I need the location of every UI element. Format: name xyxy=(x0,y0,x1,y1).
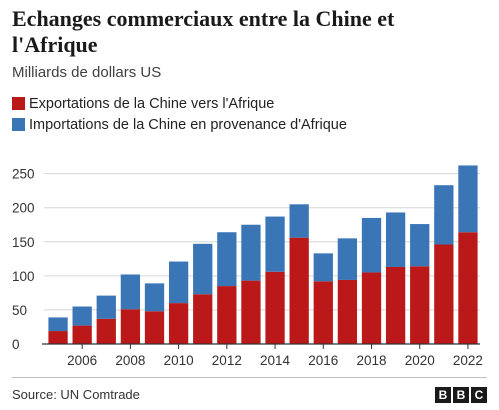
bar-exports xyxy=(72,325,92,344)
x-tick-label: 2008 xyxy=(115,353,145,368)
bar-exports xyxy=(458,232,478,344)
bar-imports xyxy=(48,317,68,332)
x-tick-label: 2014 xyxy=(260,353,291,368)
bar-imports xyxy=(361,217,382,273)
bar-imports xyxy=(337,238,358,280)
logo-letter: B xyxy=(453,387,469,403)
y-tick-label: 250 xyxy=(12,167,35,182)
bar-imports xyxy=(96,295,116,319)
bar-imports xyxy=(217,232,237,287)
bar-exports xyxy=(385,266,406,344)
bar-exports xyxy=(265,271,285,344)
bar-imports xyxy=(289,204,309,238)
y-tick-label: 0 xyxy=(12,337,20,352)
bar-imports xyxy=(410,224,430,267)
chart-legend: Exportations de la Chine vers l'Afrique … xyxy=(12,93,347,135)
x-tick-label: 2018 xyxy=(356,353,386,368)
logo-letter: C xyxy=(471,387,487,403)
bar-imports xyxy=(458,165,478,233)
y-tick-label: 200 xyxy=(12,201,35,216)
bar-exports xyxy=(289,237,309,344)
bar-imports xyxy=(168,261,189,304)
logo-letter: B xyxy=(435,387,451,403)
x-tick-label: 2022 xyxy=(453,353,483,368)
x-tick-label: 2010 xyxy=(164,353,194,368)
bar-imports xyxy=(193,243,213,295)
chart-title: Echanges commerciaux entre la Chine et l… xyxy=(12,6,395,57)
legend-swatch-exports xyxy=(12,97,25,110)
legend-item-exports: Exportations de la Chine vers l'Afrique xyxy=(12,93,347,114)
bar-exports xyxy=(48,331,68,344)
source-note: Source: UN Comtrade xyxy=(12,387,140,402)
bar-exports xyxy=(217,286,237,344)
bbc-logo: B B C xyxy=(435,387,487,403)
bar-imports xyxy=(120,274,141,310)
bar-exports xyxy=(193,294,213,344)
chart-subtitle: Milliards de dollars US xyxy=(12,64,162,81)
source-divider xyxy=(12,377,487,378)
y-tick-label: 50 xyxy=(12,303,27,318)
x-tick-label: 2012 xyxy=(212,353,242,368)
legend-swatch-imports xyxy=(12,118,25,131)
bar-exports xyxy=(241,280,261,344)
bar-imports xyxy=(385,212,406,267)
bar-imports xyxy=(144,283,165,312)
bar-imports xyxy=(265,216,285,272)
bar-exports xyxy=(337,279,358,344)
y-tick-label: 100 xyxy=(12,269,35,284)
x-tick-label: 2006 xyxy=(67,353,97,368)
y-tick-label: 150 xyxy=(12,235,35,250)
bar-imports xyxy=(313,253,333,282)
bar-exports xyxy=(96,318,116,344)
bar-exports xyxy=(361,272,382,344)
bar-exports xyxy=(313,281,333,344)
bar-exports xyxy=(144,311,165,344)
x-tick-label: 2020 xyxy=(405,353,435,368)
bar-exports xyxy=(120,309,141,344)
bar-exports xyxy=(434,244,454,344)
legend-label-exports: Exportations de la Chine vers l'Afrique xyxy=(29,95,275,112)
x-tick-label: 2016 xyxy=(308,353,338,368)
bar-imports xyxy=(434,185,454,245)
legend-label-imports: Importations de la Chine en provenance d… xyxy=(29,116,347,133)
legend-item-imports: Importations de la Chine en provenance d… xyxy=(12,114,347,135)
bar-exports xyxy=(410,266,430,344)
bar-imports xyxy=(72,306,92,326)
bar-imports xyxy=(241,224,261,281)
stacked-bar-chart: 0 50 100 150 200 250 2006 2008 2010 2012 2014 2016 2… xyxy=(12,165,483,368)
bar-exports xyxy=(168,303,189,344)
